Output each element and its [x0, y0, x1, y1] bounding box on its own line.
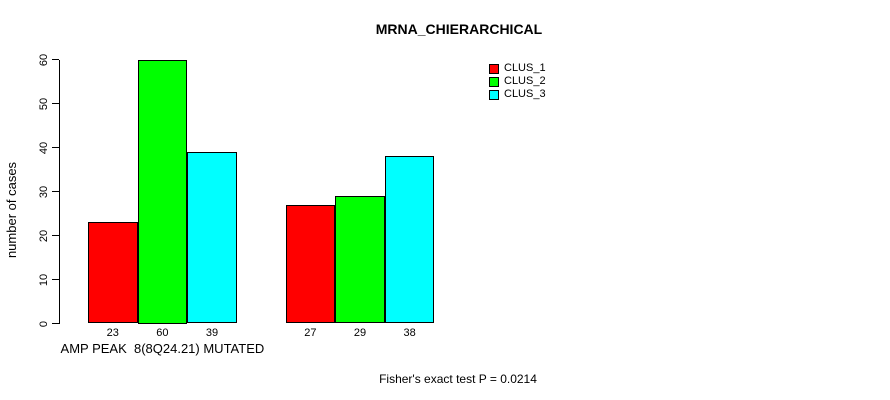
y-tick — [52, 59, 59, 60]
chart-title: MRNA_CHIERARCHICAL — [375, 21, 543, 37]
bar-value-label: 38 — [403, 327, 416, 339]
legend-label: CLUS_1 — [504, 62, 546, 74]
y-axis-line — [59, 59, 60, 324]
y-tick — [52, 235, 59, 236]
y-tick — [52, 191, 59, 192]
y-tick — [52, 147, 59, 148]
bar-value-label: 29 — [353, 327, 367, 339]
legend-swatch — [489, 89, 499, 100]
y-tick — [52, 279, 59, 280]
bar — [187, 151, 237, 324]
bar — [137, 59, 188, 324]
legend-row: CLUS_2 — [489, 75, 546, 88]
legend-label: CLUS_2 — [504, 75, 546, 87]
subtitle-pvalue: Fisher's exact test P = 0.0214 — [379, 372, 537, 386]
y-tick-label: 0 — [38, 320, 50, 327]
y-tick — [52, 323, 59, 324]
legend: CLUS_1 CLUS_2 CLUS_3 — [489, 62, 546, 101]
legend-row: CLUS_1 — [489, 62, 546, 75]
bar — [335, 195, 385, 324]
bar — [88, 222, 138, 324]
legend-label: CLUS_3 — [504, 88, 546, 100]
y-tick-label: 30 — [38, 185, 50, 198]
y-tick-label: 60 — [38, 53, 50, 66]
bar-value-label: 23 — [106, 327, 119, 339]
y-tick — [52, 103, 59, 104]
bar-value-label: 27 — [304, 327, 317, 339]
bar-value-label: 39 — [205, 327, 219, 339]
y-tick-label: 20 — [38, 229, 50, 242]
y-tick-label: 10 — [38, 273, 50, 286]
bar — [285, 204, 336, 324]
y-tick-label: 50 — [38, 97, 50, 110]
bar — [384, 156, 435, 324]
bar-value-label: 60 — [156, 327, 169, 339]
y-tick-label: 40 — [38, 141, 50, 154]
legend-swatch — [489, 63, 499, 74]
category-label: AMP PEAK 8(8Q24.21) MUTATED — [60, 341, 265, 356]
legend-swatch — [489, 76, 499, 87]
legend-row: CLUS_3 — [489, 88, 546, 101]
y-axis-label: number of cases — [4, 161, 19, 259]
